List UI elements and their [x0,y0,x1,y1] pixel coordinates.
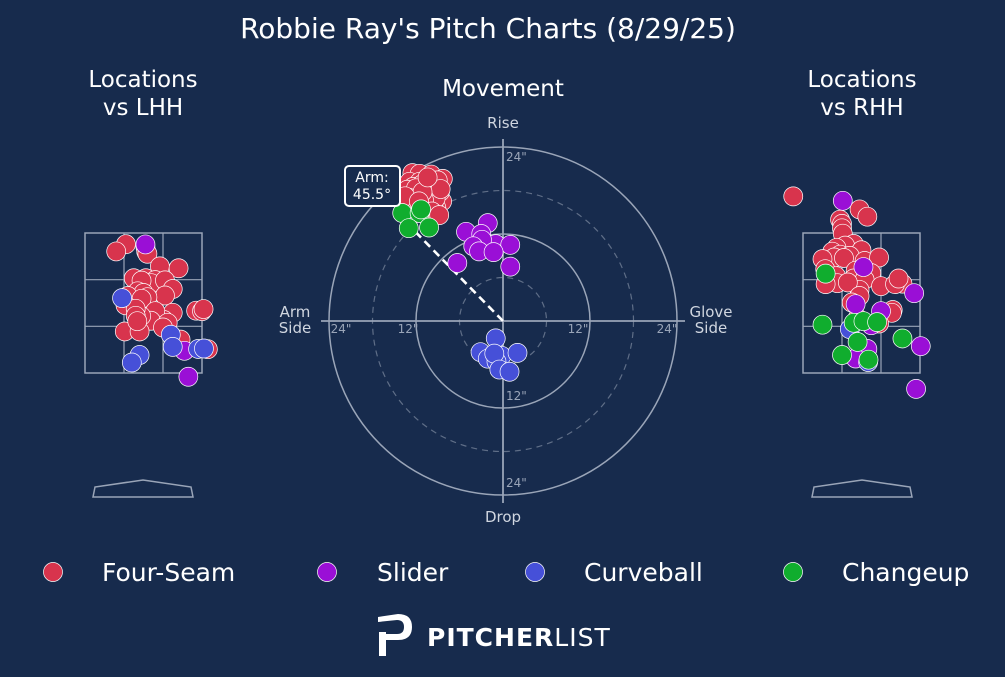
movement-pitch-slider [483,242,504,262]
panel-locations-vs-rhh: Locations vs RHH [783,67,931,498]
movement-tick-left-12: 12" [398,322,419,336]
rhh-pitch-slider [906,379,926,399]
movement-label-glove-side: Glove Side [689,303,732,337]
lhh-pitch-curveball [194,338,214,359]
lhh-title-line-2: vs LHH [103,95,183,121]
legend: Four-Seam Slider Curveball Changeup [43,558,969,587]
panel-movement: Movement 24" 12" 24" 12" 24" 12" 24" Rise Drop Ar… [279,76,733,526]
movement-label-arm-side-line-2: Side [279,319,311,337]
movement-label-glove-side-line-1: Glove [689,303,732,321]
logo-text-light: LIST [554,623,610,652]
rhh-title-line-2: vs RHH [820,95,903,121]
rhh-home-plate [811,479,913,498]
rhh-pitch-changeup [858,349,879,370]
lhh-home-plate [92,479,194,498]
movement-pitch-curveball [507,343,528,363]
lhh-pitch-four-seam [168,258,189,279]
lhh-pitch-four-seam [127,311,148,332]
movement-pitch-changeup [398,218,419,239]
legend-label-changeup: Changeup [842,558,969,587]
rhh-pitch-slider [853,257,874,277]
movement-tick-left-24: 24" [331,322,352,336]
lhh-pitch-four-seam [193,299,214,319]
lhh-pitch-four-seam [106,241,127,262]
rhh-pitch-slider [845,294,866,315]
rhh-pitch-changeup [867,312,887,332]
panel-title-movement: Movement [442,76,564,102]
movement-pitch-four-seam [417,167,438,188]
rhh-pitch-slider [832,190,853,211]
movement-pitch-curveball [499,361,520,382]
movement-pitch-changeup [419,217,439,238]
movement-pitch-slider [500,256,521,277]
rhh-pitch-slider [904,283,925,304]
arm-angle-label-line-1: Arm: [355,170,388,186]
lhh-title-line-1: Locations [88,67,197,93]
legend-label-four-seam: Four-Seam [102,558,235,587]
movement-label-arm-side-line-1: Arm [280,303,311,321]
pitcherlist-logo-mark [378,614,412,656]
rhh-title-line-1: Locations [807,67,916,93]
rhh-pitch-changeup [812,314,833,335]
panel-title-lhh: Locations vs LHH [88,67,197,121]
movement-label-arm-side: Arm Side [279,303,311,337]
rhh-pitch-changeup [815,263,836,284]
rhh-pitch-four-seam [857,206,878,227]
movement-label-rise: Rise [487,114,519,132]
movement-pitch-changeup [411,199,431,220]
arm-angle-box [344,165,401,207]
rhh-pitch-changeup [847,332,868,352]
logo-text-bold: PITCHER [427,623,554,652]
arm-angle-label: Arm: 45.5° [353,170,391,203]
rhh-pitch-four-seam [837,272,858,293]
movement-tick-right-12: 12" [568,322,589,336]
pitcherlist-logo-text: PITCHERLIST [427,623,611,652]
rhh-pitch-changeup [892,328,913,349]
rhh-pitch-four-seam [783,186,804,207]
rhh-pitch-slider [910,336,931,357]
legend-marker-four-seam [43,562,63,582]
legend-marker-slider [317,562,337,582]
legend-label-slider: Slider [377,558,449,587]
movement-tick-right-24: 24" [657,322,678,336]
movement-pitch-slider [500,235,521,255]
rhh-strike-zone [802,232,921,374]
lhh-pitch-slider [178,366,199,387]
movement-tick-top-24: 24" [506,150,527,164]
rhh-pitch-changeup [832,345,852,365]
rhh-pitch-four-seam [888,268,909,289]
lhh-pitch-curveball [112,288,132,308]
arm-angle-label-line-2: 45.5° [353,187,391,203]
legend-label-curveball: Curveball [584,558,703,587]
movement-tick-bottom-12: 12" [506,389,527,403]
movement-label-glove-side-line-2: Side [695,319,727,337]
panel-title-rhh: Locations vs RHH [807,67,916,121]
lhh-pitch-curveball [162,337,183,357]
panel-locations-vs-lhh: Locations vs LHH [84,67,218,498]
lhh-pitch-curveball [121,352,142,373]
movement-tick-bottom-24: 24" [506,476,527,490]
chart-title: Robbie Ray's Pitch Charts (8/29/25) [240,12,736,45]
pitcherlist-logo: PITCHERLIST [378,614,611,656]
legend-marker-curveball [525,562,545,582]
legend-marker-changeup [783,562,803,582]
movement-pitch-slider [447,253,468,273]
rhh-pitch-four-seam [834,248,854,268]
lhh-pitch-slider [135,234,156,255]
rhh-pitch-four-seam [869,247,889,268]
movement-arm-angle-line [413,229,504,322]
movement-label-drop: Drop [485,508,521,526]
